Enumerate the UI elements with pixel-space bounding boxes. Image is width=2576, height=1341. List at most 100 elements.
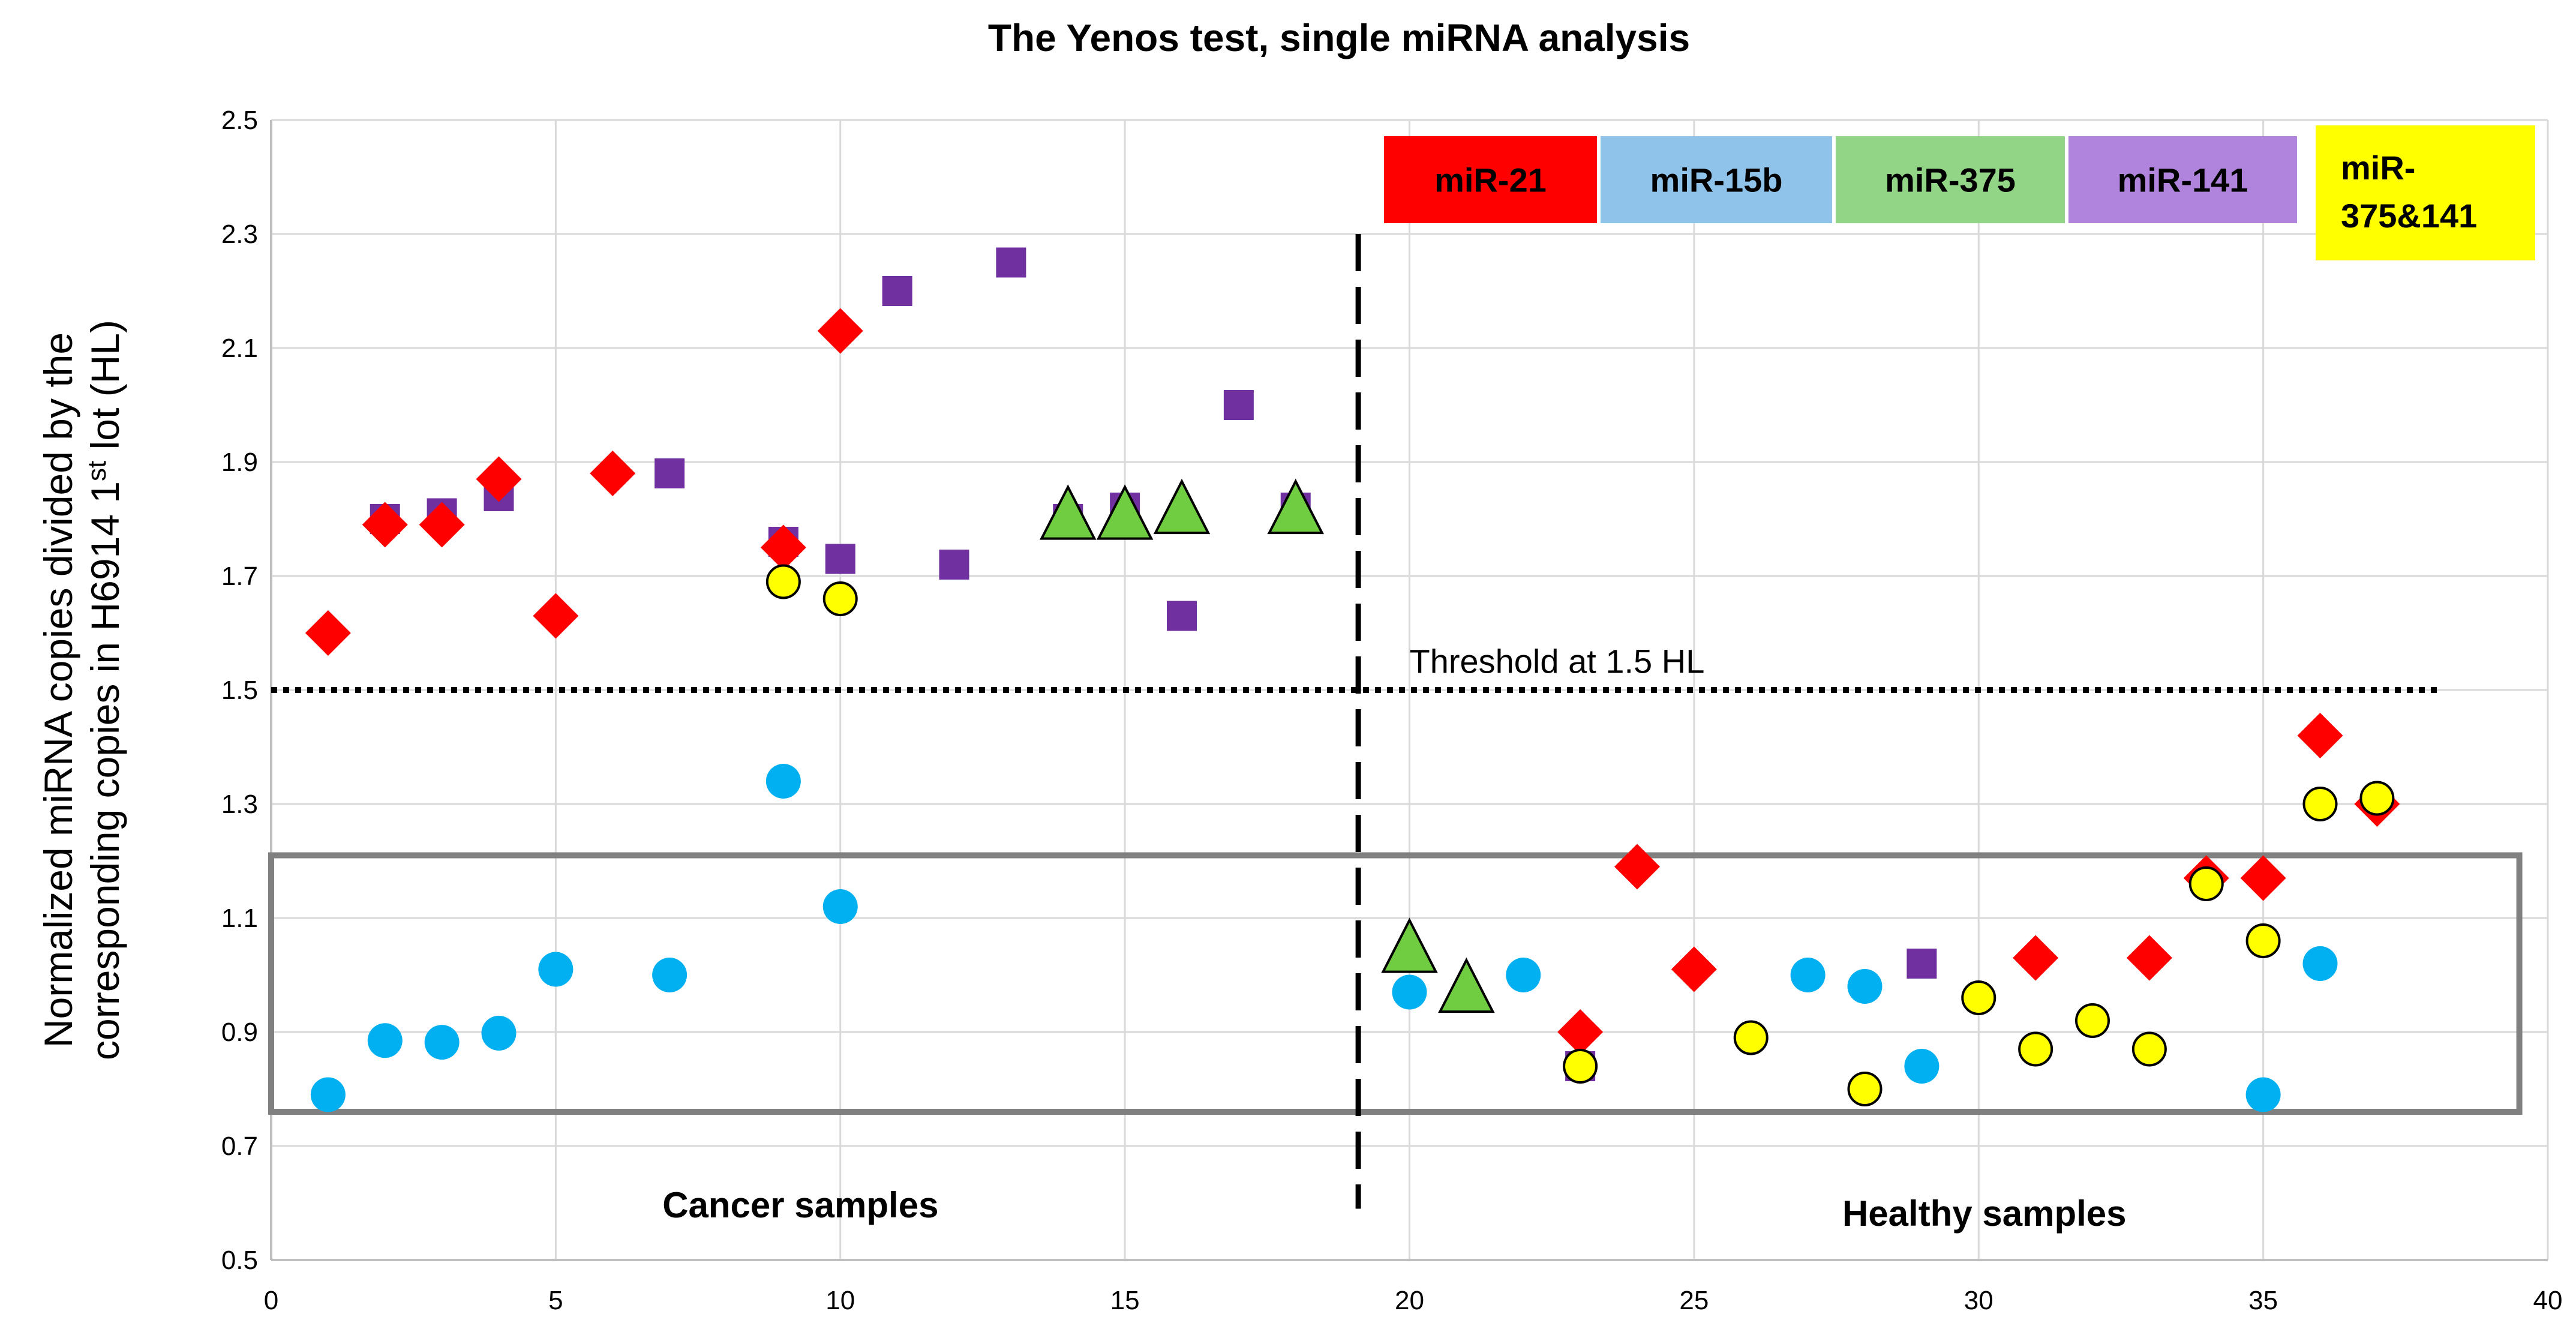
point-mir-375-141 (2131, 1031, 2167, 1067)
x-tick-label: 20 (1395, 1286, 1424, 1315)
point-mir-141 (654, 458, 685, 488)
point-mir-375-141 (2302, 787, 2338, 821)
chart-title: The Yenos test, single miRNA analysis (988, 16, 1690, 59)
point-mir-141 (825, 544, 855, 574)
point-mir-375 (1381, 917, 1438, 973)
point-mir-375-141 (2075, 1003, 2110, 1038)
x-tick-label: 0 (264, 1286, 278, 1315)
legend-label: miR-21 (1434, 161, 1547, 199)
y-axis-label-line1: Normalized miRNA copies divided by the (36, 332, 80, 1048)
point-mir-21 (419, 502, 465, 548)
point-mir-375-141 (765, 564, 801, 599)
point-mir-375-141 (2188, 866, 2224, 901)
legend-swatch (2068, 136, 2297, 223)
y-tick-label: 1.1 (221, 904, 258, 933)
point-mir-375 (1039, 484, 1097, 540)
point-mir-21 (2240, 855, 2286, 901)
point-mir-21 (2297, 713, 2343, 758)
x-tick-label: 35 (2248, 1286, 2278, 1315)
point-mir-15b (822, 889, 858, 924)
y-tick-label: 2.5 (221, 106, 258, 135)
point-mir-141 (1223, 390, 1254, 420)
point-mir-15b (310, 1077, 346, 1112)
point-mir-21 (760, 524, 806, 571)
point-mir-15b (1506, 958, 1541, 992)
point-mir-375-141 (1563, 1049, 1598, 1084)
point-mir-15b (424, 1025, 460, 1060)
point-mir-15b (367, 1023, 403, 1058)
x-tick-label: 15 (1110, 1286, 1140, 1315)
point-mir-21 (1614, 844, 1660, 890)
x-tick-label: 10 (825, 1286, 855, 1315)
point-mir-375-141 (2018, 1031, 2053, 1067)
x-tick-label: 25 (1679, 1286, 1709, 1315)
y-tick-label: 0.9 (221, 1018, 258, 1047)
point-mir-21 (590, 451, 636, 496)
point-mir-21 (2126, 935, 2172, 981)
point-mir-15b (538, 952, 574, 987)
point-mir-15b (481, 1015, 517, 1051)
point-mir-375 (1096, 484, 1154, 540)
point-mir-375-141 (1733, 1020, 1769, 1055)
point-mir-141 (1167, 601, 1197, 631)
threshold-label: Threshold at 1.5 HL (1410, 643, 1705, 680)
point-mir-375 (1438, 957, 1495, 1013)
annotations (268, 234, 2523, 1209)
legend-label: miR-141 (2118, 161, 2248, 199)
legend-label: miR-375 (1885, 161, 2016, 199)
point-mir-375-141 (2245, 923, 2281, 958)
y-tick-label: 0.5 (221, 1246, 258, 1275)
point-mir-21 (1671, 946, 1717, 992)
legend-swatch (1601, 136, 1832, 223)
point-mir-375-141 (1847, 1072, 1883, 1106)
point-mir-21 (1557, 1009, 1604, 1055)
legend-label: 375&141 (2341, 197, 2477, 235)
point-mir-375-141 (822, 581, 858, 616)
y-tick-label: 2.3 (221, 220, 258, 249)
point-mir-141 (939, 550, 969, 580)
data-points (305, 247, 2400, 1112)
point-mir-21 (305, 610, 351, 656)
legend: miR-21 miR-15b miR-375 miR-141 miR- 375&141 (1384, 125, 2535, 260)
y-tick-label: 2.1 (221, 334, 258, 363)
legend-swatch (2316, 125, 2535, 260)
point-mir-15b (1392, 974, 1427, 1010)
point-mir-15b (1847, 969, 1883, 1004)
cancer-samples-label: Cancer samples (662, 1185, 938, 1225)
point-mir-15b (2302, 946, 2338, 981)
x-tick-label: 30 (1964, 1286, 1993, 1315)
y-tick-label: 1.3 (221, 790, 258, 819)
point-mir-15b (2245, 1077, 2281, 1112)
point-mir-21 (533, 593, 579, 639)
healthy-samples-label: Healthy samples (1842, 1193, 2127, 1234)
point-mir-141 (996, 247, 1026, 278)
point-mir-15b (765, 764, 801, 799)
x-tick-label: 40 (2533, 1286, 2563, 1315)
point-mir-21 (476, 456, 522, 502)
normal-range-box (268, 852, 2523, 1115)
point-mir-375-141 (1961, 980, 1996, 1015)
point-mir-375-141 (2359, 781, 2395, 816)
y-tick-label: 0.7 (221, 1132, 258, 1161)
y-tick-labels: 0.5 0.7 0.9 1.1 1.3 1.5 1.7 1.9 2.1 2.3 2.5 (221, 106, 258, 1275)
point-mir-15b (1790, 958, 1826, 992)
point-mir-141 (1907, 949, 1937, 979)
y-axis-label-line2: corresponding copies in H6914 1st lot (H… (82, 320, 127, 1060)
x-tick-label: 5 (548, 1286, 563, 1315)
legend-swatch (1836, 136, 2065, 223)
point-mir-21 (817, 308, 863, 354)
y-tick-label: 1.9 (221, 448, 258, 477)
point-mir-15b (652, 958, 687, 992)
point-mir-15b (1904, 1049, 1939, 1084)
x-tick-labels: 0 5 10 15 20 25 30 35 40 (264, 1286, 2563, 1315)
point-mir-21 (2013, 935, 2059, 981)
legend-swatch (1384, 136, 1597, 223)
y-tick-label: 1.5 (221, 676, 258, 705)
point-mir-375 (1153, 478, 1211, 535)
y-tick-label: 1.7 (221, 562, 258, 591)
point-mir-21 (362, 502, 408, 548)
legend-label: miR-15b (1650, 161, 1783, 199)
point-mir-141 (882, 276, 912, 306)
